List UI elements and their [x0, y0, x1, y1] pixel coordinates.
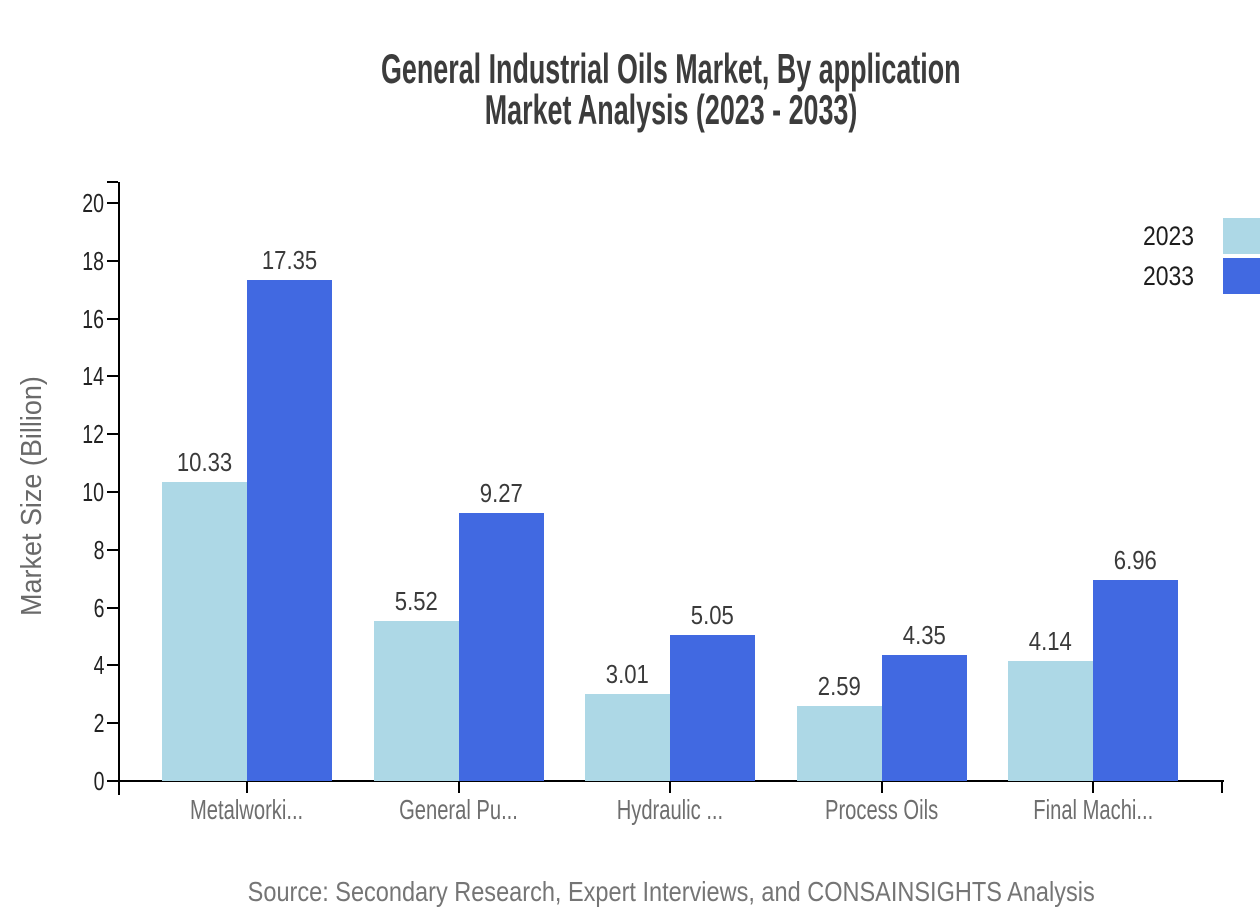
y-tick-label-text: 6	[93, 592, 104, 623]
bar-2023-category-1	[162, 482, 247, 781]
y-tick-label: 10	[30, 478, 104, 506]
y-tick-label: 12	[30, 420, 104, 448]
bar-value-text: 6.96	[1113, 544, 1158, 575]
legend-item-2023[interactable]: 2023	[1134, 218, 1260, 254]
y-tick	[107, 491, 118, 493]
bar-value-text: 10.33	[176, 447, 233, 478]
bar-2033-category-3	[670, 635, 755, 781]
bar-value-text: 3.01	[605, 659, 650, 689]
bar-value-text: 5.05	[690, 600, 735, 631]
y-tick	[107, 664, 118, 667]
y-axis-top-cap	[107, 181, 118, 183]
x-axis-label: Hydraulic ...	[560, 793, 780, 827]
y-axis-line	[118, 182, 120, 795]
bar-value-text: 4.35	[902, 620, 946, 651]
bar-value-text: 2.59	[817, 671, 861, 702]
bar-value-label: 5.52	[349, 587, 484, 615]
y-tick-label-text: 12	[82, 419, 104, 450]
x-tick	[246, 780, 248, 793]
y-tick	[107, 375, 118, 378]
y-tick	[107, 202, 118, 204]
bar-value-text: 17.35	[261, 244, 318, 275]
legend: 2023 2033	[1134, 218, 1260, 294]
y-tick-label: 18	[30, 247, 104, 275]
source-note: Source: Secondary Research, Expert Inter…	[119, 876, 1223, 908]
x-axis-label-text: Process Oils	[824, 794, 939, 825]
bar-2023-category-2	[373, 621, 459, 781]
x-tick	[669, 780, 671, 793]
y-tick-label: 6	[30, 594, 104, 622]
x-axis-label: Metalworki...	[137, 793, 357, 827]
y-tick-label: 4	[30, 651, 104, 679]
legend-swatch-2023	[1223, 218, 1260, 254]
x-axis-end-tick	[1221, 780, 1223, 793]
x-axis-label: Process Oils	[772, 793, 992, 827]
bar-value-label: 2.59	[772, 672, 907, 700]
x-axis-label-text: Metalworki...	[190, 794, 304, 825]
bar-value-text: 9.27	[479, 478, 523, 509]
y-tick-label-text: 2	[93, 708, 104, 739]
x-axis-label: Final Machi...	[983, 793, 1203, 827]
y-tick-label-text: 8	[93, 534, 104, 565]
y-tick	[107, 606, 118, 609]
y-tick	[107, 722, 118, 725]
source-note-text: Source: Secondary Research, Expert Inter…	[247, 876, 1095, 907]
y-tick-label: 16	[30, 305, 104, 333]
bar-value-text: 4.14	[1028, 626, 1073, 657]
y-tick-label-text: 16	[82, 303, 104, 334]
y-tick-label: 8	[30, 536, 104, 564]
y-tick-label-text: 0	[93, 766, 104, 796]
chart-title-line2: Market Analysis (2023 - 2033)	[119, 86, 1223, 133]
bar-2033-category-1	[247, 279, 332, 781]
bar-value-label: 4.35	[857, 621, 992, 649]
y-tick-label: 14	[30, 362, 104, 390]
chart-subtitle-text: Market Analysis (2023 - 2033)	[484, 86, 858, 133]
legend-label: 2033	[1142, 260, 1194, 291]
x-axis-line	[118, 780, 1224, 782]
legend-item-2033[interactable]: 2033	[1134, 258, 1260, 294]
y-tick	[107, 780, 118, 782]
bar-value-label: 17.35	[222, 246, 357, 274]
x-axis-label: General Pu...	[349, 793, 569, 827]
bar-2033-category-5	[1093, 579, 1178, 781]
bar-2023-category-5	[1008, 661, 1093, 781]
y-tick-label: 2	[30, 709, 104, 737]
bar-value-label: 9.27	[434, 479, 569, 507]
x-tick	[457, 780, 460, 793]
y-tick	[107, 548, 118, 551]
bar-value-label: 10.33	[137, 448, 272, 476]
y-tick	[107, 433, 118, 436]
bar-value-label: 3.01	[560, 660, 695, 688]
x-axis-label-text: General Pu...	[399, 794, 518, 825]
y-tick-label-text: 10	[82, 477, 104, 507]
bar-2033-category-4	[881, 655, 967, 781]
y-tick	[107, 317, 118, 320]
x-axis-label-text: Final Machi...	[1033, 794, 1153, 825]
y-tick-label-text: 4	[93, 650, 104, 681]
bar-value-label: 5.05	[645, 601, 780, 629]
bar-value-text: 5.52	[394, 586, 438, 617]
bar-value-label: 6.96	[1068, 546, 1203, 574]
y-tick-label-text: 14	[82, 361, 104, 392]
bar-2023-category-4	[796, 706, 882, 781]
chart-title-line1: General Industrial Oils Market, By appli…	[119, 45, 1223, 92]
y-tick-label: 20	[30, 189, 104, 217]
x-tick	[1092, 780, 1094, 793]
bar-2023-category-3	[585, 694, 670, 781]
y-tick-label-text: 20	[82, 188, 104, 218]
bar-value-label: 4.14	[983, 627, 1118, 655]
y-tick-label-text: 18	[82, 245, 104, 276]
x-tick	[880, 780, 883, 793]
legend-swatch-2033	[1223, 258, 1260, 294]
y-tick-label: 0	[30, 767, 104, 795]
y-tick	[107, 259, 118, 262]
bar-2033-category-2	[458, 513, 544, 781]
chart-title-text: General Industrial Oils Market, By appli…	[381, 45, 961, 92]
legend-label: 2023	[1142, 220, 1194, 251]
x-axis-label-text: Hydraulic ...	[616, 794, 724, 825]
chart-title: General Industrial Oils Market, By appli…	[119, 45, 1223, 133]
